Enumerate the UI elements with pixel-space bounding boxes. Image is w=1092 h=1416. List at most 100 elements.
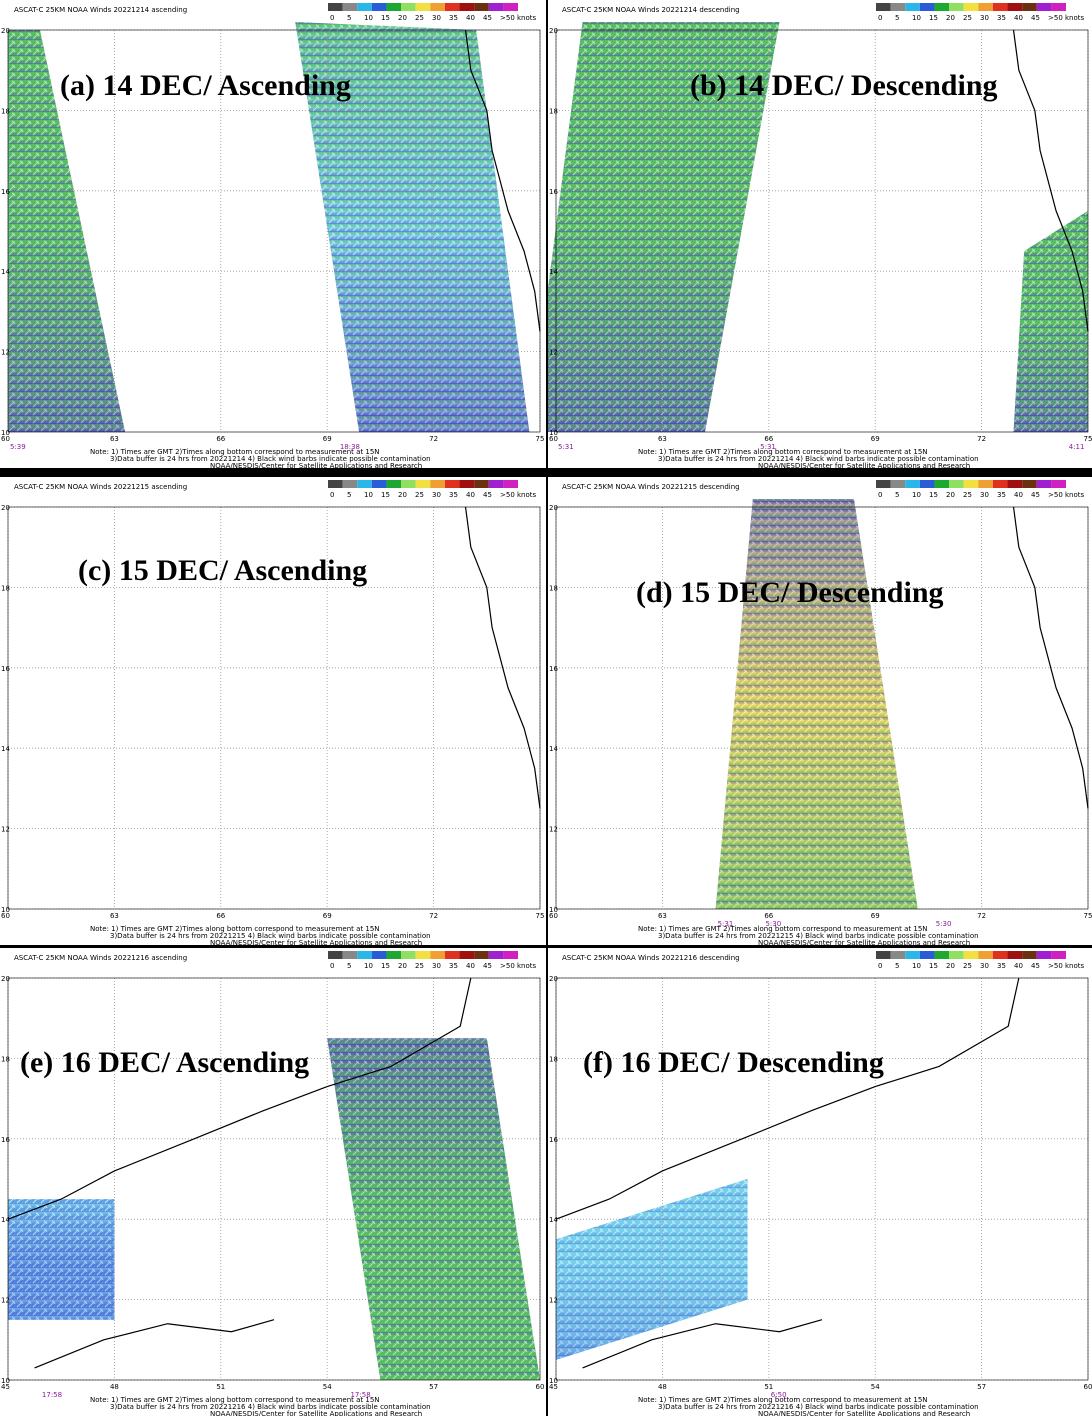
x-tick-label: 60 bbox=[1, 912, 10, 920]
x-tick-label: 60 bbox=[1, 435, 10, 443]
colorbar-label: 45 bbox=[1031, 962, 1040, 970]
colorbar-swatch bbox=[1007, 951, 1023, 959]
y-tick-label: 10 bbox=[549, 1377, 558, 1385]
colorbar-label: 20 bbox=[398, 491, 407, 499]
panel-label: (e) 16 DEC/ Ascending bbox=[20, 1046, 309, 1079]
colorbar-swatch bbox=[474, 3, 489, 11]
colorbar-label: >50 knots bbox=[1048, 14, 1085, 22]
colorbar-swatch bbox=[342, 480, 358, 488]
x-tick-label: 51 bbox=[216, 1383, 225, 1391]
plot-frame bbox=[555, 977, 1089, 1381]
colorbar-label: 10 bbox=[364, 14, 373, 22]
colorbar-label: 35 bbox=[449, 491, 458, 499]
colorbar-swatch bbox=[503, 480, 518, 488]
colorbar-label: 20 bbox=[946, 491, 955, 499]
note: Note: 1) Times are GMT 2)Times along bot… bbox=[638, 1396, 928, 1404]
y-tick-label: 12 bbox=[549, 1297, 558, 1305]
y-tick-label: 16 bbox=[1, 1136, 10, 1144]
x-tick-label: 75 bbox=[536, 912, 545, 920]
colorbar-swatch bbox=[890, 3, 906, 11]
colorbar-swatch bbox=[1007, 480, 1023, 488]
colorbar-label: 35 bbox=[997, 14, 1006, 22]
wind-swath-barbs bbox=[8, 1199, 115, 1320]
x-tick-label: 51 bbox=[764, 1383, 773, 1391]
panel-label: (f) 16 DEC/ Descending bbox=[583, 1046, 884, 1079]
colorbar-label: 15 bbox=[381, 14, 390, 22]
colorbar-swatch bbox=[444, 480, 460, 488]
x-tick-label: 57 bbox=[977, 1383, 986, 1391]
colorbar-label: 30 bbox=[432, 14, 441, 22]
x-tick-label: 48 bbox=[110, 1383, 119, 1391]
note: Note: 1) Times are GMT 2)Times along bot… bbox=[638, 925, 928, 933]
colorbar-label: 5 bbox=[895, 491, 899, 499]
colorbar-swatch bbox=[992, 951, 1008, 959]
colorbar-label: >50 knots bbox=[500, 14, 537, 22]
y-tick-label: 16 bbox=[1, 188, 10, 196]
colorbar-swatch bbox=[1022, 3, 1037, 11]
colorbar-label: 40 bbox=[466, 962, 475, 970]
pass-time: 5:31 bbox=[558, 443, 574, 451]
colorbar-label: 5 bbox=[347, 491, 351, 499]
colorbar-label: 5 bbox=[895, 962, 899, 970]
colorbar-swatch bbox=[401, 951, 416, 959]
x-tick-label: 54 bbox=[323, 1383, 332, 1391]
colorbar-swatch bbox=[1051, 3, 1066, 11]
x-tick-label: 66 bbox=[764, 435, 773, 443]
y-tick-label: 12 bbox=[549, 826, 558, 834]
pass-time: 6:50 bbox=[771, 1391, 787, 1399]
pass-time: 5:30 bbox=[765, 920, 781, 928]
colorbar-label: 10 bbox=[912, 491, 921, 499]
colorbar-swatch bbox=[415, 480, 431, 488]
colorbar-swatch bbox=[876, 951, 891, 959]
colorbar-label: 35 bbox=[449, 14, 458, 22]
colorbar-label: 45 bbox=[483, 491, 492, 499]
colorbar-swatch bbox=[415, 951, 431, 959]
colorbar-swatch bbox=[459, 480, 475, 488]
x-tick-label: 60 bbox=[549, 912, 558, 920]
colorbar-swatch bbox=[474, 480, 489, 488]
colorbar-label: 10 bbox=[364, 962, 373, 970]
y-tick-label: 18 bbox=[549, 1055, 558, 1063]
y-tick-label: 10 bbox=[1, 429, 10, 437]
y-tick-label: 12 bbox=[549, 349, 558, 357]
colorbar-swatch bbox=[890, 951, 906, 959]
colorbar-label: 0 bbox=[878, 14, 882, 22]
colorbar-label: 30 bbox=[980, 14, 989, 22]
pass-time: 17:58 bbox=[42, 1391, 62, 1399]
colorbar-swatch bbox=[905, 480, 920, 488]
note: Note: 1) Times are GMT 2)Times along bot… bbox=[90, 448, 380, 456]
colorbar-label: 10 bbox=[912, 962, 921, 970]
colorbar-swatch bbox=[1036, 3, 1052, 11]
colorbar-swatch bbox=[876, 480, 891, 488]
colorbar-label: 10 bbox=[912, 14, 921, 22]
x-tick-label: 72 bbox=[977, 435, 986, 443]
x-tick-label: 63 bbox=[658, 435, 667, 443]
colorbar-label: 30 bbox=[980, 491, 989, 499]
colorbar-label: 0 bbox=[330, 962, 334, 970]
colorbar-label: 45 bbox=[483, 14, 492, 22]
x-tick-label: 45 bbox=[549, 1383, 558, 1391]
colorbar-swatch bbox=[328, 3, 343, 11]
y-tick-label: 10 bbox=[549, 906, 558, 914]
x-tick-label: 60 bbox=[536, 1383, 545, 1391]
y-tick-label: 12 bbox=[1, 826, 10, 834]
colorbar-label: >50 knots bbox=[500, 962, 537, 970]
colorbar-label: 25 bbox=[415, 962, 424, 970]
colorbar-label: >50 knots bbox=[500, 491, 537, 499]
pass-time: 5:39 bbox=[10, 443, 26, 451]
y-tick-label: 20 bbox=[1, 975, 10, 983]
colorbar-swatch bbox=[357, 480, 372, 488]
colorbar-swatch bbox=[371, 480, 387, 488]
y-tick-label: 16 bbox=[549, 1136, 558, 1144]
colorbar-swatch bbox=[876, 3, 891, 11]
note: 3)Data buffer is 24 hrs from 20221214 4)… bbox=[658, 455, 979, 463]
colorbar-swatch bbox=[430, 3, 445, 11]
y-tick-label: 12 bbox=[1, 349, 10, 357]
colorbar-label: >50 knots bbox=[1048, 962, 1085, 970]
note: 3)Data buffer is 24 hrs from 20221215 4)… bbox=[658, 932, 979, 940]
plot-frame bbox=[7, 506, 541, 910]
colorbar-label: 35 bbox=[997, 491, 1006, 499]
colorbar-swatch bbox=[371, 3, 387, 11]
